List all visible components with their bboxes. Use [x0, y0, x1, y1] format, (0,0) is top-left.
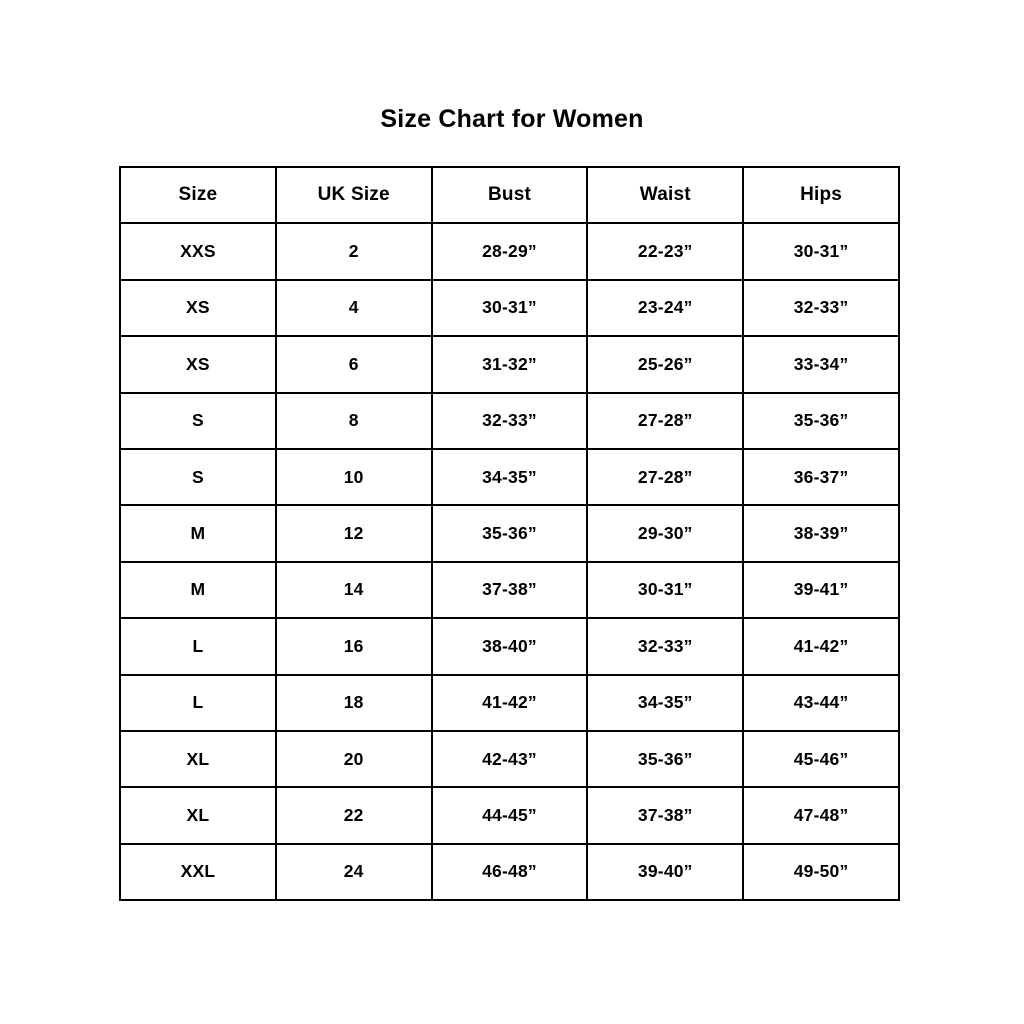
cell-uk-size: 4	[274, 278, 433, 338]
column-header-size: Size	[119, 165, 277, 225]
cell-uk-size: 12	[274, 504, 433, 563]
table-row: XL 20 42-43” 35-36” 45-46”	[119, 729, 900, 789]
table-row: XXL 24 46-48” 39-40” 49-50”	[119, 842, 900, 902]
cell-uk-size: 10	[274, 447, 433, 507]
table-row: S 8 32-33” 27-28” 35-36”	[119, 391, 900, 450]
cell-bust: 41-42”	[430, 673, 589, 732]
cell-bust: 31-32”	[430, 335, 589, 394]
cell-uk-size: 6	[274, 335, 433, 394]
cell-size: XL	[119, 786, 277, 845]
cell-uk-size: 24	[274, 842, 433, 902]
cell-bust: 30-31”	[430, 278, 589, 338]
table-row: L 16 38-40” 32-33” 41-42”	[119, 617, 900, 676]
cell-hips: 49-50”	[742, 842, 900, 902]
cell-waist: 29-30”	[586, 504, 745, 563]
cell-waist: 22-23”	[586, 222, 745, 281]
table-row: XXS 2 28-29” 22-23” 30-31”	[119, 222, 900, 281]
cell-bust: 28-29”	[430, 222, 589, 281]
cell-waist: 25-26”	[586, 335, 745, 394]
cell-hips: 33-34”	[742, 335, 900, 394]
cell-bust: 34-35”	[430, 447, 589, 507]
cell-bust: 37-38”	[430, 560, 589, 620]
column-header-uk-size: UK Size	[274, 165, 433, 225]
table-row: XL 22 44-45” 37-38” 47-48”	[119, 786, 900, 845]
cell-hips: 30-31”	[742, 222, 900, 281]
table-row: L 18 41-42” 34-35” 43-44”	[119, 673, 900, 732]
cell-size: XS	[119, 278, 277, 338]
cell-uk-size: 16	[274, 617, 433, 676]
column-header-bust: Bust	[430, 165, 589, 225]
table-row: M 14 37-38” 30-31” 39-41”	[119, 560, 900, 620]
table-row: XS 4 30-31” 23-24” 32-33”	[119, 278, 900, 338]
cell-hips: 39-41”	[742, 560, 900, 620]
cell-uk-size: 20	[274, 729, 433, 789]
cell-waist: 39-40”	[586, 842, 745, 902]
cell-size: L	[119, 673, 277, 732]
size-chart-table: Size UK Size Bust Waist Hips XXS 2 28-29” 2…	[119, 165, 900, 902]
cell-hips: 47-48”	[742, 786, 900, 845]
cell-size: S	[119, 447, 277, 507]
size-chart-table-container: Size UK Size Bust Waist Hips XXS 2 28-29” 2…	[119, 165, 900, 902]
column-header-waist: Waist	[586, 165, 745, 225]
table-row: XS 6 31-32” 25-26” 33-34”	[119, 335, 900, 394]
cell-bust: 38-40”	[430, 617, 589, 676]
cell-bust: 46-48”	[430, 842, 589, 902]
cell-size: XXS	[119, 222, 277, 281]
cell-hips: 45-46”	[742, 729, 900, 789]
cell-uk-size: 14	[274, 560, 433, 620]
cell-bust: 42-43”	[430, 729, 589, 789]
cell-hips: 43-44”	[742, 673, 900, 732]
cell-uk-size: 18	[274, 673, 433, 732]
cell-waist: 35-36”	[586, 729, 745, 789]
cell-size: XL	[119, 729, 277, 789]
cell-waist: 30-31”	[586, 560, 745, 620]
cell-size: XXL	[119, 842, 277, 902]
cell-uk-size: 2	[274, 222, 433, 281]
cell-hips: 35-36”	[742, 391, 900, 450]
table-row: S 10 34-35” 27-28” 36-37”	[119, 447, 900, 507]
column-header-hips: Hips	[742, 165, 900, 225]
cell-size: M	[119, 504, 277, 563]
cell-waist: 27-28”	[586, 391, 745, 450]
page-title: Size Chart for Women	[380, 105, 644, 133]
table-header-row: Size UK Size Bust Waist Hips	[119, 165, 900, 225]
cell-size: S	[119, 391, 277, 450]
cell-waist: 27-28”	[586, 447, 745, 507]
cell-bust: 44-45”	[430, 786, 589, 845]
cell-hips: 38-39”	[742, 504, 900, 563]
cell-bust: 32-33”	[430, 391, 589, 450]
table-row: M 12 35-36” 29-30” 38-39”	[119, 504, 900, 563]
cell-size: XS	[119, 335, 277, 394]
cell-waist: 37-38”	[586, 786, 745, 845]
table-header: Size UK Size Bust Waist Hips	[119, 165, 900, 225]
cell-hips: 41-42”	[742, 617, 900, 676]
table-body: XXS 2 28-29” 22-23” 30-31” XS 4 30-31” 23-24” 32-…	[119, 222, 900, 902]
cell-waist: 32-33”	[586, 617, 745, 676]
cell-waist: 23-24”	[586, 278, 745, 338]
cell-bust: 35-36”	[430, 504, 589, 563]
cell-hips: 36-37”	[742, 447, 900, 507]
cell-size: M	[119, 560, 277, 620]
cell-waist: 34-35”	[586, 673, 745, 732]
cell-uk-size: 22	[274, 786, 433, 845]
cell-size: L	[119, 617, 277, 676]
cell-hips: 32-33”	[742, 278, 900, 338]
cell-uk-size: 8	[274, 391, 433, 450]
